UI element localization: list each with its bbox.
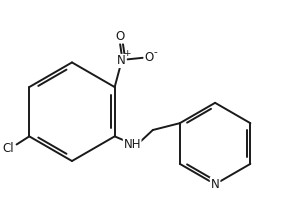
- Text: +: +: [123, 49, 130, 57]
- Text: N: N: [117, 54, 126, 68]
- Text: -: -: [154, 47, 157, 57]
- Text: NH: NH: [123, 138, 141, 151]
- Text: Cl: Cl: [3, 142, 15, 155]
- Text: N: N: [211, 178, 219, 191]
- Text: O: O: [115, 30, 125, 43]
- Text: O: O: [144, 51, 153, 64]
